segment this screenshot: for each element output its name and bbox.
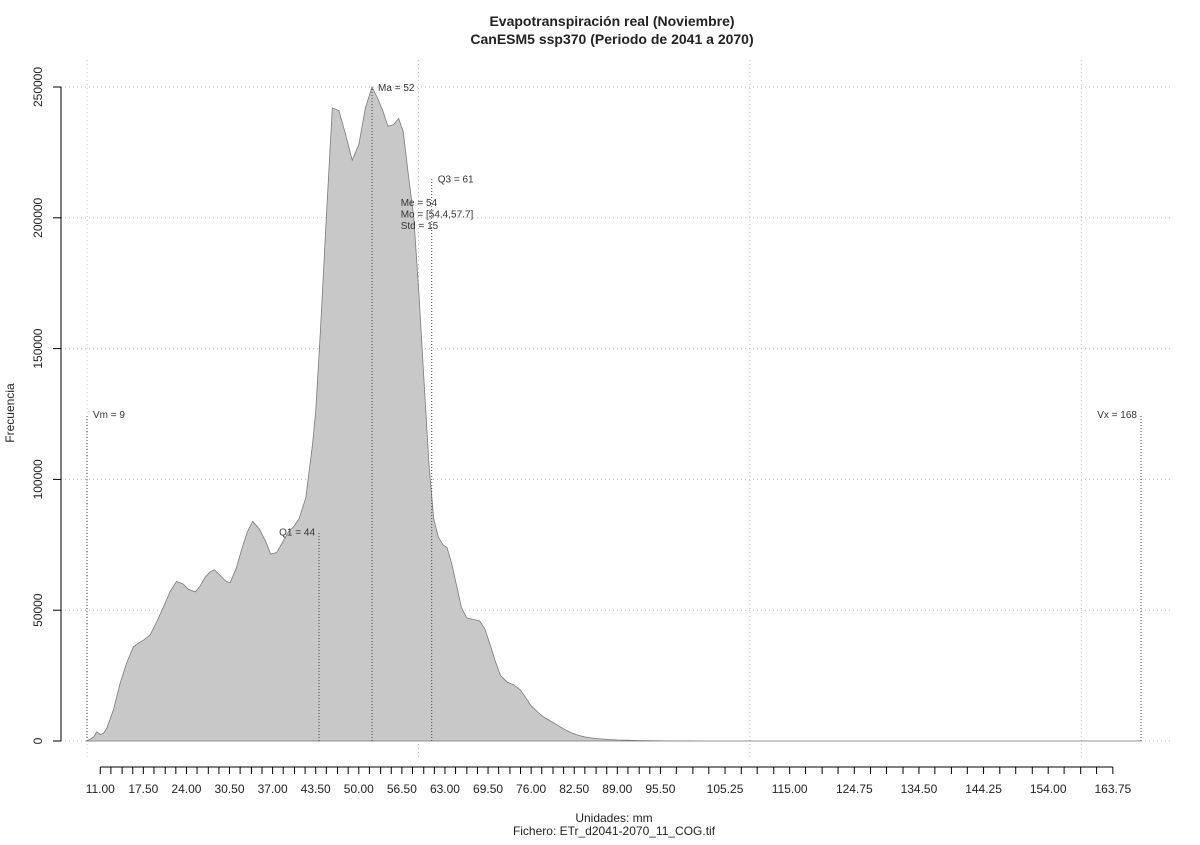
y-tick-label: 0 — [31, 737, 45, 744]
x-tick-label: 134.50 — [901, 782, 938, 796]
x-tick-label: 50.00 — [344, 782, 374, 796]
x-tick-label: 37.00 — [258, 782, 288, 796]
marker-label-ma: Ma = 52 — [378, 83, 415, 94]
density-area — [85, 85, 1141, 742]
x-tick-label: 163.75 — [1094, 782, 1131, 796]
y-tick-label: 100000 — [31, 459, 45, 499]
x-tick-label: 95.50 — [645, 782, 675, 796]
x-tick-label: 11.00 — [86, 782, 115, 796]
x-tick-label: 43.50 — [301, 782, 331, 796]
density-area-path — [85, 85, 1141, 742]
marker-label-q3: Q3 = 61 — [438, 175, 474, 186]
x-tick-label: 69.50 — [473, 782, 503, 796]
x-tick-label: 17.50 — [128, 782, 158, 796]
chart-title: Evapotranspiración real (Noviembre) — [489, 13, 734, 29]
x-tick-label: 89.00 — [602, 782, 632, 796]
x-tick-label: 124.75 — [836, 782, 873, 796]
marker-label-vx: Vx = 168 — [1097, 410, 1137, 421]
file-caption: Fichero: ETr_d2041-2070_11_COG.tif — [513, 824, 716, 838]
x-tick-label: 115.00 — [772, 782, 808, 796]
x-tick-label: 144.25 — [965, 782, 1002, 796]
y-tick-label: 50000 — [31, 593, 45, 627]
x-tick-label: 30.50 — [215, 782, 245, 796]
x-tick-label: 24.00 — [171, 782, 201, 796]
y-tick-label: 250000 — [31, 67, 45, 107]
x-tick-label: 154.00 — [1030, 782, 1067, 796]
y-tick-label: 150000 — [31, 328, 45, 368]
stat-markers: Vm = 9 Q1 = 44 Ma = 52 Q3 = 61 Vx = 168 — [86, 83, 1142, 741]
x-tick-label: 105.25 — [707, 782, 744, 796]
chart-subtitle: CanESM5 ssp370 (Periodo de 2041 a 2070) — [470, 31, 753, 47]
stat-line: Me = 54 — [401, 198, 438, 209]
marker-label-q1: Q1 = 44 — [279, 528, 315, 539]
x-tick-label: 76.00 — [516, 782, 546, 796]
x-tick-label: 63.00 — [430, 782, 460, 796]
y-tick-label: 200000 — [31, 197, 45, 237]
stat-line: Std = 15 — [401, 221, 439, 232]
y-axis: 0 50000 100000 150000 200000 250000 — [31, 67, 62, 744]
x-axis: 11.00 17.50 24.00 30.50 37.00 43.50 50.00 56.50… — [86, 766, 1132, 796]
stat-line: Mo = [54.4,57.7] — [401, 210, 474, 221]
y-axis-title: Frecuencia — [3, 383, 17, 443]
x-tick-label: 82.50 — [559, 782, 589, 796]
x-tick-label: 56.50 — [387, 782, 417, 796]
marker-label-vm: Vm = 9 — [93, 410, 125, 421]
x-axis-title: Unidades: mm — [575, 811, 652, 825]
